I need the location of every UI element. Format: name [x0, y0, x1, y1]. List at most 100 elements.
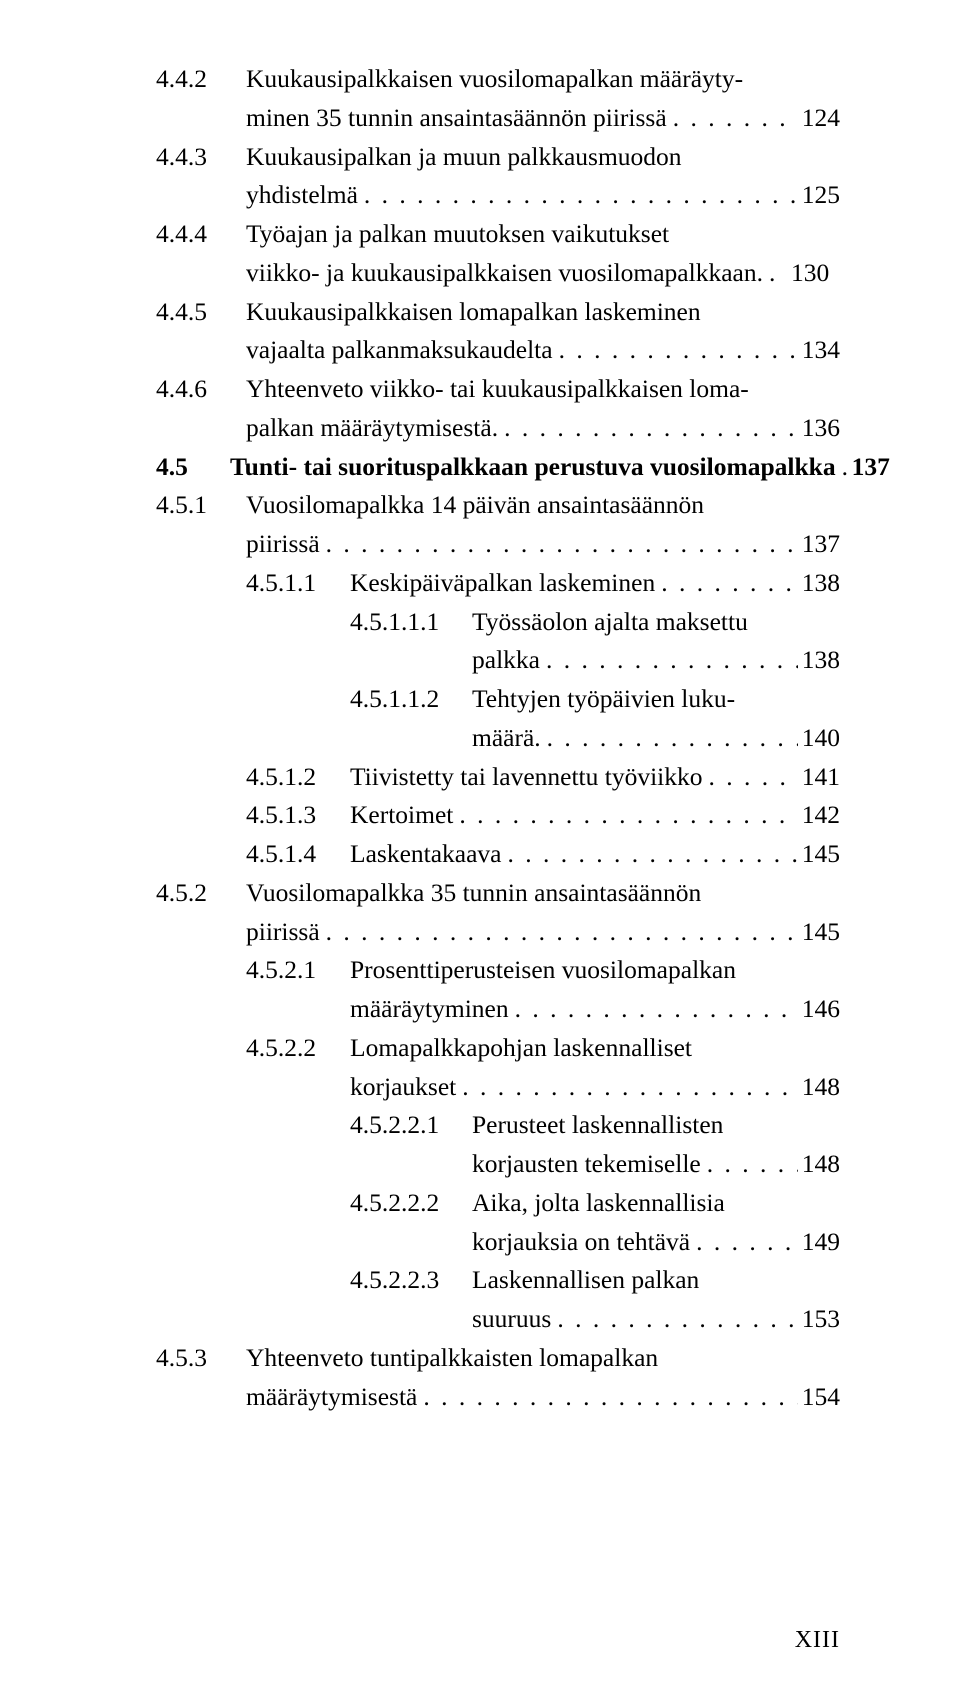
page-footer-number: XIII: [795, 1627, 840, 1654]
toc-entry-continuation: määrä.140: [156, 719, 840, 758]
toc-leader-dots: [655, 564, 798, 603]
toc-title: korjauksia on tehtävä: [472, 1227, 690, 1256]
toc-title: korjausten tekemiselle: [472, 1149, 701, 1178]
toc-page-number: 124: [798, 99, 840, 138]
toc-title: Työajan ja palkan muutoksen vaikutukset: [246, 219, 669, 248]
toc-entry: 4.5.2.2.1Perusteet laskennallisten: [156, 1106, 840, 1145]
toc-page-number: 142: [798, 796, 840, 835]
toc-title: Laskentakaava: [350, 839, 502, 868]
toc-leader-dots: [498, 409, 798, 448]
toc-entry-continuation: piirissä145: [156, 913, 840, 952]
toc-leader-dots: [553, 331, 798, 370]
toc-page-number: 145: [798, 835, 840, 874]
toc-title: Kertoimet: [350, 800, 453, 829]
toc-leader-dots: [763, 254, 787, 293]
toc-entry: 4.5.3Yhteenveto tuntipalkkaisten lomapal…: [156, 1339, 840, 1378]
toc-entry: 4.5.2.2.2Aika, jolta laskennallisia: [156, 1184, 840, 1223]
toc-leader-dots: [456, 1068, 798, 1107]
toc-page-number: 140: [798, 719, 840, 758]
toc-entry-continuation: korjaukset 148: [156, 1068, 840, 1107]
toc-entry: 4.5.1.2Tiivistetty tai lavennettu työvii…: [156, 758, 840, 797]
toc-number: 4.5.2.2.3: [350, 1261, 472, 1300]
toc-entry-continuation: määräytyminen146: [156, 990, 840, 1029]
toc-title: vajaalta palkanmaksukaudelta: [246, 335, 553, 364]
toc-title: Prosenttiperusteisen vuosilomapalkan: [350, 955, 736, 984]
toc-leader-dots: [358, 176, 798, 215]
toc-number: 4.5.2.1: [246, 951, 350, 990]
toc-title: Työssäolon ajalta maksettu: [472, 607, 748, 636]
toc-number: 4.5.3: [156, 1339, 246, 1378]
toc-entry: 4.5.1.3Kertoimet 142: [156, 796, 840, 835]
toc-entry: 4.5Tunti- tai suorituspalkkaan perustuva…: [156, 448, 840, 487]
toc-entry-continuation: korjauksia on tehtävä 149: [156, 1223, 840, 1262]
toc-entry: 4.4.4Työajan ja palkan muutoksen vaikutu…: [156, 215, 840, 254]
toc-entry: 4.4.3Kuukausipalkan ja muun palkkausmuod…: [156, 138, 840, 177]
toc-number: 4.5.1.3: [246, 796, 350, 835]
toc-entry-continuation: viikko- ja kuukausipalkkaisen vuosilomap…: [156, 254, 840, 293]
toc-entry-continuation: vajaalta palkanmaksukaudelta 134: [156, 331, 840, 370]
toc-entry: 4.5.2.2Lomapalkkapohjan laskennalliset: [156, 1029, 840, 1068]
toc-entry-continuation: määräytymisestä154: [156, 1378, 840, 1417]
toc-page-number: 149: [798, 1223, 840, 1262]
toc-entry-continuation: suuruus 153: [156, 1300, 840, 1339]
toc-entry: 4.4.6Yhteenveto viikko- tai kuukausipalk…: [156, 370, 840, 409]
toc-page-number: 148: [798, 1068, 840, 1107]
toc-page-number: 145: [798, 913, 840, 952]
toc-page-number: 130: [787, 254, 829, 293]
toc-leader-dots: [701, 1145, 798, 1184]
toc-entry: 4.4.2Kuukausipalkkaisen vuosilomapalkan …: [156, 60, 840, 99]
toc-page-number: 137: [798, 525, 840, 564]
toc-title: Kuukausipalkkaisen vuosilomapalkan määrä…: [246, 64, 743, 93]
toc-title: palkan määräytymisestä.: [246, 413, 498, 442]
toc-leader-dots: [417, 1378, 797, 1417]
toc-title: Aika, jolta laskennallisia: [472, 1188, 725, 1217]
toc-leader-dots: [502, 835, 798, 874]
toc-entry-continuation: piirissä137: [156, 525, 840, 564]
toc-title: viikko- ja kuukausipalkkaisen vuosilomap…: [246, 258, 763, 287]
toc-number: 4.5.1: [156, 486, 246, 525]
toc-title: Tunti- tai suorituspalkkaan perustuva vu…: [230, 452, 836, 481]
toc-entry: 4.5.1.4Laskentakaava145: [156, 835, 840, 874]
toc-page-number: 153: [798, 1300, 840, 1339]
toc-title: Vuosilomapalkka 35 tunnin ansaintasäännö…: [246, 878, 701, 907]
toc-page-number: 141: [798, 758, 840, 797]
toc-entry-continuation: palkan määräytymisestä.136: [156, 409, 840, 448]
toc-title: Tehtyjen työpäivien luku-: [472, 684, 735, 713]
toc-page-number: 138: [798, 564, 840, 603]
toc-entry-continuation: yhdistelmä125: [156, 176, 840, 215]
toc-entry: 4.5.1.1.1Työssäolon ajalta maksettu: [156, 603, 840, 642]
toc-number: 4.5.1.2: [246, 758, 350, 797]
toc-entry: 4.5.2.2.3Laskennallisen palkan: [156, 1261, 840, 1300]
toc-title: minen 35 tunnin ansaintasäännön piirissä: [246, 103, 667, 132]
toc-title: Perusteet laskennallisten: [472, 1110, 723, 1139]
toc-entry: 4.4.5Kuukausipalkkaisen lomapalkan laske…: [156, 293, 840, 332]
toc-leader-dots: [541, 719, 798, 758]
toc-page-number: 146: [798, 990, 840, 1029]
toc-title: Yhteenveto tuntipalkkaisten lomapalkan: [246, 1343, 658, 1372]
toc-leader-dots: [667, 99, 798, 138]
toc-leader-dots: [320, 525, 798, 564]
toc-leader-dots: [551, 1300, 797, 1339]
toc-title: Vuosilomapalkka 14 päivän ansaintasäännö…: [246, 490, 704, 519]
toc-number: 4.5: [156, 448, 230, 487]
toc-leader-dots: [540, 641, 798, 680]
toc-page-number: 137: [848, 448, 890, 487]
toc-title: suuruus: [472, 1304, 551, 1333]
toc-entry: 4.5.1Vuosilomapalkka 14 päivän ansaintas…: [156, 486, 840, 525]
toc-title: Keskipäiväpalkan laskeminen: [350, 568, 655, 597]
toc-leader-dots: [509, 990, 798, 1029]
toc-leader-dots: [453, 796, 797, 835]
toc-page-number: 134: [798, 331, 840, 370]
toc-page-number: 154: [798, 1378, 840, 1417]
toc-entry: 4.5.1.1.2Tehtyjen työpäivien luku-: [156, 680, 840, 719]
toc-title: Yhteenveto viikko- tai kuukausipalkkaise…: [246, 374, 749, 403]
toc-number: 4.4.5: [156, 293, 246, 332]
toc-title: korjaukset: [350, 1072, 456, 1101]
toc-title: Tiivistetty tai lavennettu työviikko: [350, 762, 703, 791]
toc-title: Laskennallisen palkan: [472, 1265, 699, 1294]
toc-leader-dots: [836, 448, 848, 487]
toc-number: 4.5.2.2.1: [350, 1106, 472, 1145]
toc-entry-continuation: korjausten tekemiselle 148: [156, 1145, 840, 1184]
toc-leader-dots: [320, 913, 798, 952]
toc-page-number: 148: [798, 1145, 840, 1184]
